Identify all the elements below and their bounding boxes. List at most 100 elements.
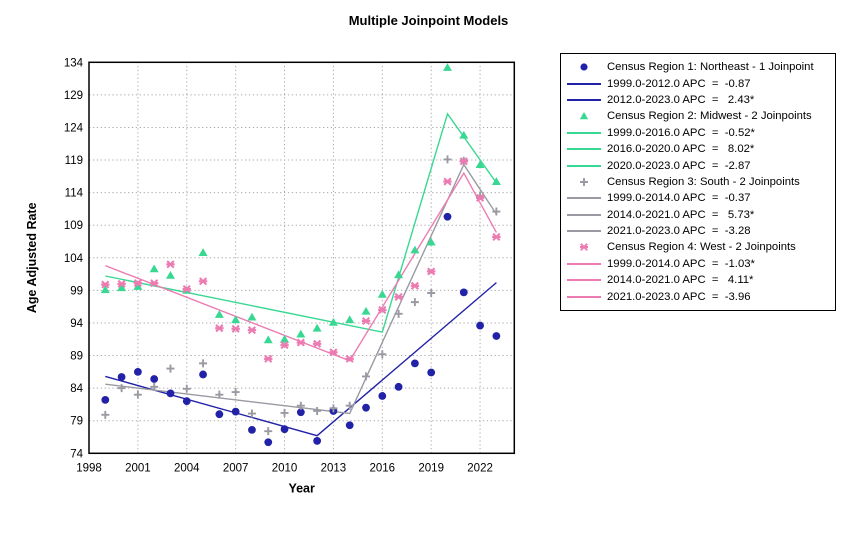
legend-label: 2014.0-2021.0 APC = 4.11* <box>607 274 754 287</box>
legend-swatch <box>561 208 607 222</box>
data-point-triangle <box>328 317 338 326</box>
y-tick-label: 84 <box>70 383 83 395</box>
legend-marker-swatch-circle <box>580 63 588 71</box>
legend-swatch <box>561 257 607 271</box>
data-point-triangle <box>100 285 110 294</box>
data-point-circle <box>133 367 142 376</box>
x-tick-label: 2019 <box>418 462 444 474</box>
y-tick-label: 129 <box>64 90 83 102</box>
legend-line-swatch <box>567 148 601 151</box>
data-point-circle <box>345 421 354 430</box>
data-point-triangle <box>263 335 273 344</box>
legend-series-4-apc: 2021.0-2023.0 APC = -3.96 <box>561 288 835 304</box>
data-point-triangle <box>231 315 241 324</box>
legend-marker-swatch-x <box>580 243 588 252</box>
data-point-plus <box>117 384 126 393</box>
data-point-circle <box>182 397 191 406</box>
data-point-x <box>149 279 159 288</box>
data-point-triangle <box>117 283 127 292</box>
data-point-x <box>296 338 306 347</box>
data-point-triangle <box>442 63 452 71</box>
data-point-plus <box>345 401 354 410</box>
y-tick-label: 99 <box>70 285 83 297</box>
data-point-triangle <box>165 270 175 279</box>
legend-series-3-apc: 2021.0-2023.0 APC = -3.28 <box>561 223 835 239</box>
legend-swatch <box>561 60 607 74</box>
legend-swatch <box>561 142 607 156</box>
data-point-circle <box>280 425 289 434</box>
legend-label: Census Region 2: Midwest - 2 Joinpoints <box>607 110 812 123</box>
legend-label: 1999.0-2014.0 APC = -0.37 <box>607 192 751 205</box>
y-tick-label: 74 <box>70 448 83 460</box>
y-tick-label: 114 <box>65 188 84 200</box>
legend-series-2-apc: 1999.0-2016.0 APC = -0.52* <box>561 125 835 141</box>
data-point-plus <box>133 390 142 399</box>
data-point-plus <box>182 384 191 393</box>
data-point-circle <box>150 375 159 383</box>
data-point-x <box>312 339 322 348</box>
legend-series-2-apc: 2016.0-2020.0 APC = 8.02* <box>561 141 835 157</box>
data-point-x <box>475 193 485 202</box>
x-tick-label: 2007 <box>223 462 249 474</box>
data-point-plus <box>492 207 501 216</box>
legend-label: 2021.0-2023.0 APC = -3.96 <box>607 290 751 303</box>
data-point-circle <box>248 425 256 434</box>
data-point-plus <box>329 404 338 413</box>
legend-series-4-apc: 1999.0-2014.0 APC = -1.03* <box>561 256 835 272</box>
data-point-plus <box>199 359 208 368</box>
data-point-circle <box>215 410 224 419</box>
x-tick-label: 1998 <box>76 462 102 474</box>
joinpoint-line-plus <box>105 163 497 415</box>
data-point-x <box>329 348 338 357</box>
data-point-triangle <box>296 329 306 338</box>
y-tick-label: 124 <box>64 122 84 134</box>
data-point-plus <box>410 298 419 307</box>
legend-series-1-apc: 1999.0-2012.0 APC = -0.87 <box>561 75 835 91</box>
legend-line-swatch <box>567 213 601 216</box>
data-point-triangle <box>149 264 159 273</box>
data-point-triangle <box>410 245 420 254</box>
data-point-x <box>361 316 371 326</box>
legend-label: Census Region 4: West - 2 Joinpoints <box>607 241 796 254</box>
x-tick-label: 2004 <box>174 462 200 474</box>
data-point-plus <box>166 364 175 373</box>
plot-border <box>88 61 516 455</box>
legend-label: Census Region 1: Northeast - 1 Joinpoint <box>607 61 814 74</box>
legend-line-swatch <box>567 295 601 298</box>
data-point-circle <box>459 288 468 297</box>
data-point-triangle <box>361 306 371 315</box>
y-axis-label: Age Adjusted Rate <box>25 202 39 313</box>
legend-series-4-name: Census Region 4: West - 2 Joinpoints <box>561 239 835 255</box>
legend-swatch <box>561 191 607 205</box>
data-point-circle <box>411 359 419 368</box>
data-point-circle <box>313 437 322 445</box>
joinpoint-line-triangle <box>105 112 497 333</box>
legend-swatch <box>561 224 607 238</box>
data-point-plus <box>231 388 240 397</box>
data-point-triangle <box>247 312 257 321</box>
legend-swatch <box>561 290 607 304</box>
legend-label: Census Region 3: South - 2 Joinpoints <box>607 175 800 188</box>
y-tick-label: 109 <box>64 220 83 232</box>
x-tick-label: 2022 <box>467 462 493 474</box>
data-point-triangle <box>377 289 387 298</box>
legend-label: 2020.0-2023.0 APC = -2.87 <box>607 159 751 172</box>
legend-line-swatch <box>567 82 601 85</box>
legend-label: 2012.0-2023.0 APC = 2.43* <box>607 93 755 106</box>
data-point-triangle <box>426 237 436 246</box>
data-point-x <box>280 341 289 350</box>
legend-line-swatch <box>567 164 601 167</box>
chart-title: Multiple Joinpoint Models <box>348 13 509 28</box>
data-point-plus <box>150 382 159 391</box>
data-point-x <box>410 281 420 290</box>
data-point-circle <box>199 370 207 379</box>
legend-label: 1999.0-2016.0 APC = -0.52* <box>607 126 755 139</box>
data-point-circle <box>443 212 452 221</box>
data-point-x <box>345 354 354 363</box>
legend-line-swatch <box>567 197 601 200</box>
legend-line-swatch <box>567 262 601 265</box>
data-point-circle <box>476 321 484 330</box>
legend-series-1-name: Census Region 1: Northeast - 1 Joinpoint <box>561 59 835 75</box>
legend-line-swatch <box>567 279 601 282</box>
